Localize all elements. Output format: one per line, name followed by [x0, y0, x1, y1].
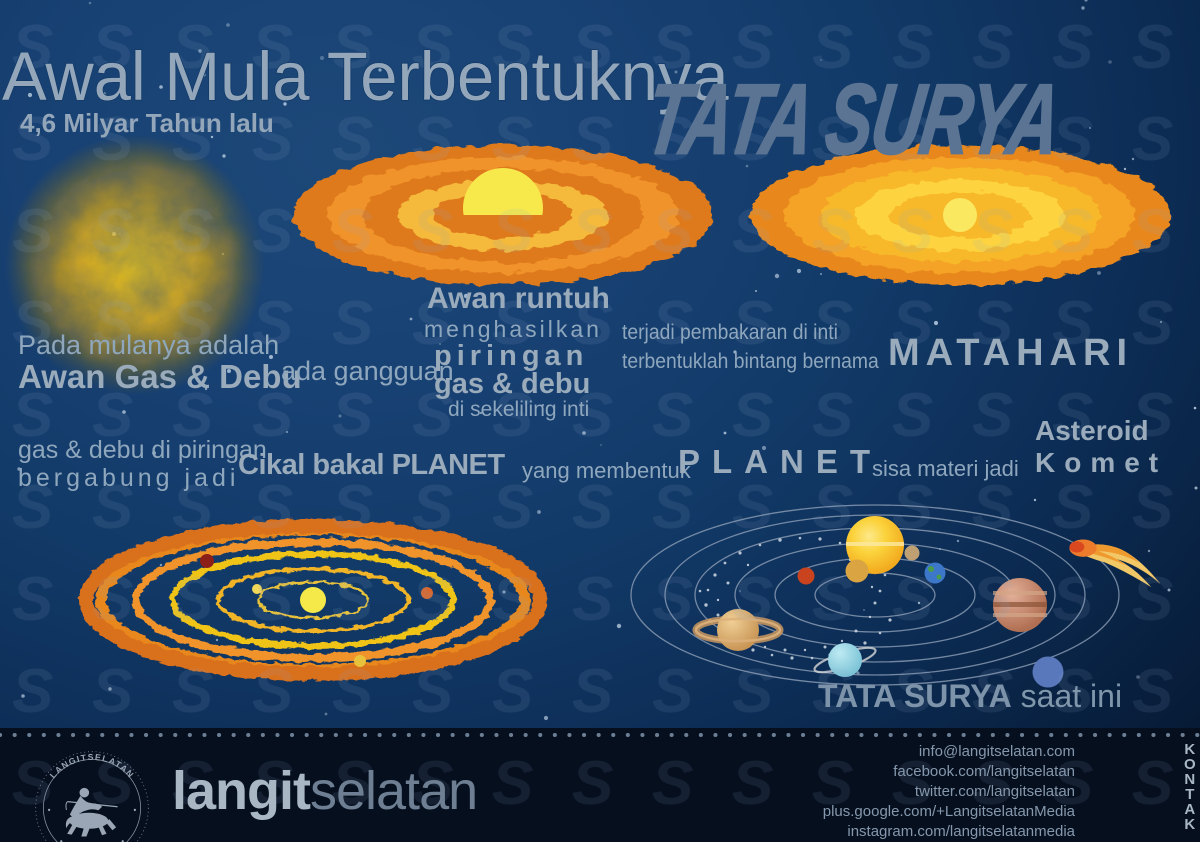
svg-text:Awal Mula Terbentuknya: Awal Mula Terbentuknya: [2, 38, 729, 115]
svg-text:LANGITSELATAN: LANGITSELATAN: [48, 752, 137, 780]
